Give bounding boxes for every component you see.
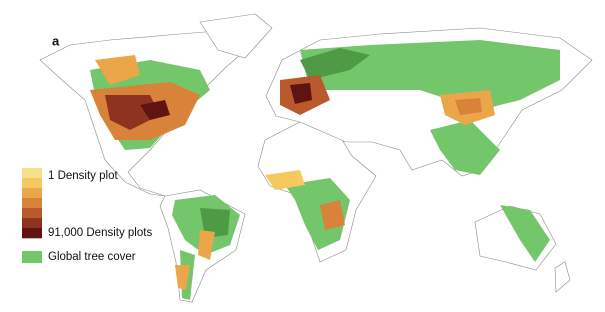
legend-swatch	[22, 228, 42, 239]
tree-cover	[90, 40, 560, 300]
legend-max-label: 91,000 Density plots	[48, 227, 152, 239]
legend-swatch	[22, 218, 42, 229]
legend	[22, 168, 42, 263]
panel-label: a	[52, 33, 60, 48]
legend-swatch	[22, 198, 42, 209]
legend-min-label: 1 Density plot	[48, 170, 118, 182]
legend-swatch	[22, 168, 42, 179]
legend-swatch	[22, 178, 42, 189]
density	[90, 55, 495, 290]
legend-swatch	[22, 188, 42, 199]
tree-cover-label: Global tree cover	[48, 251, 136, 263]
legend-swatch	[22, 208, 42, 219]
tree-cover-swatch	[22, 251, 42, 263]
